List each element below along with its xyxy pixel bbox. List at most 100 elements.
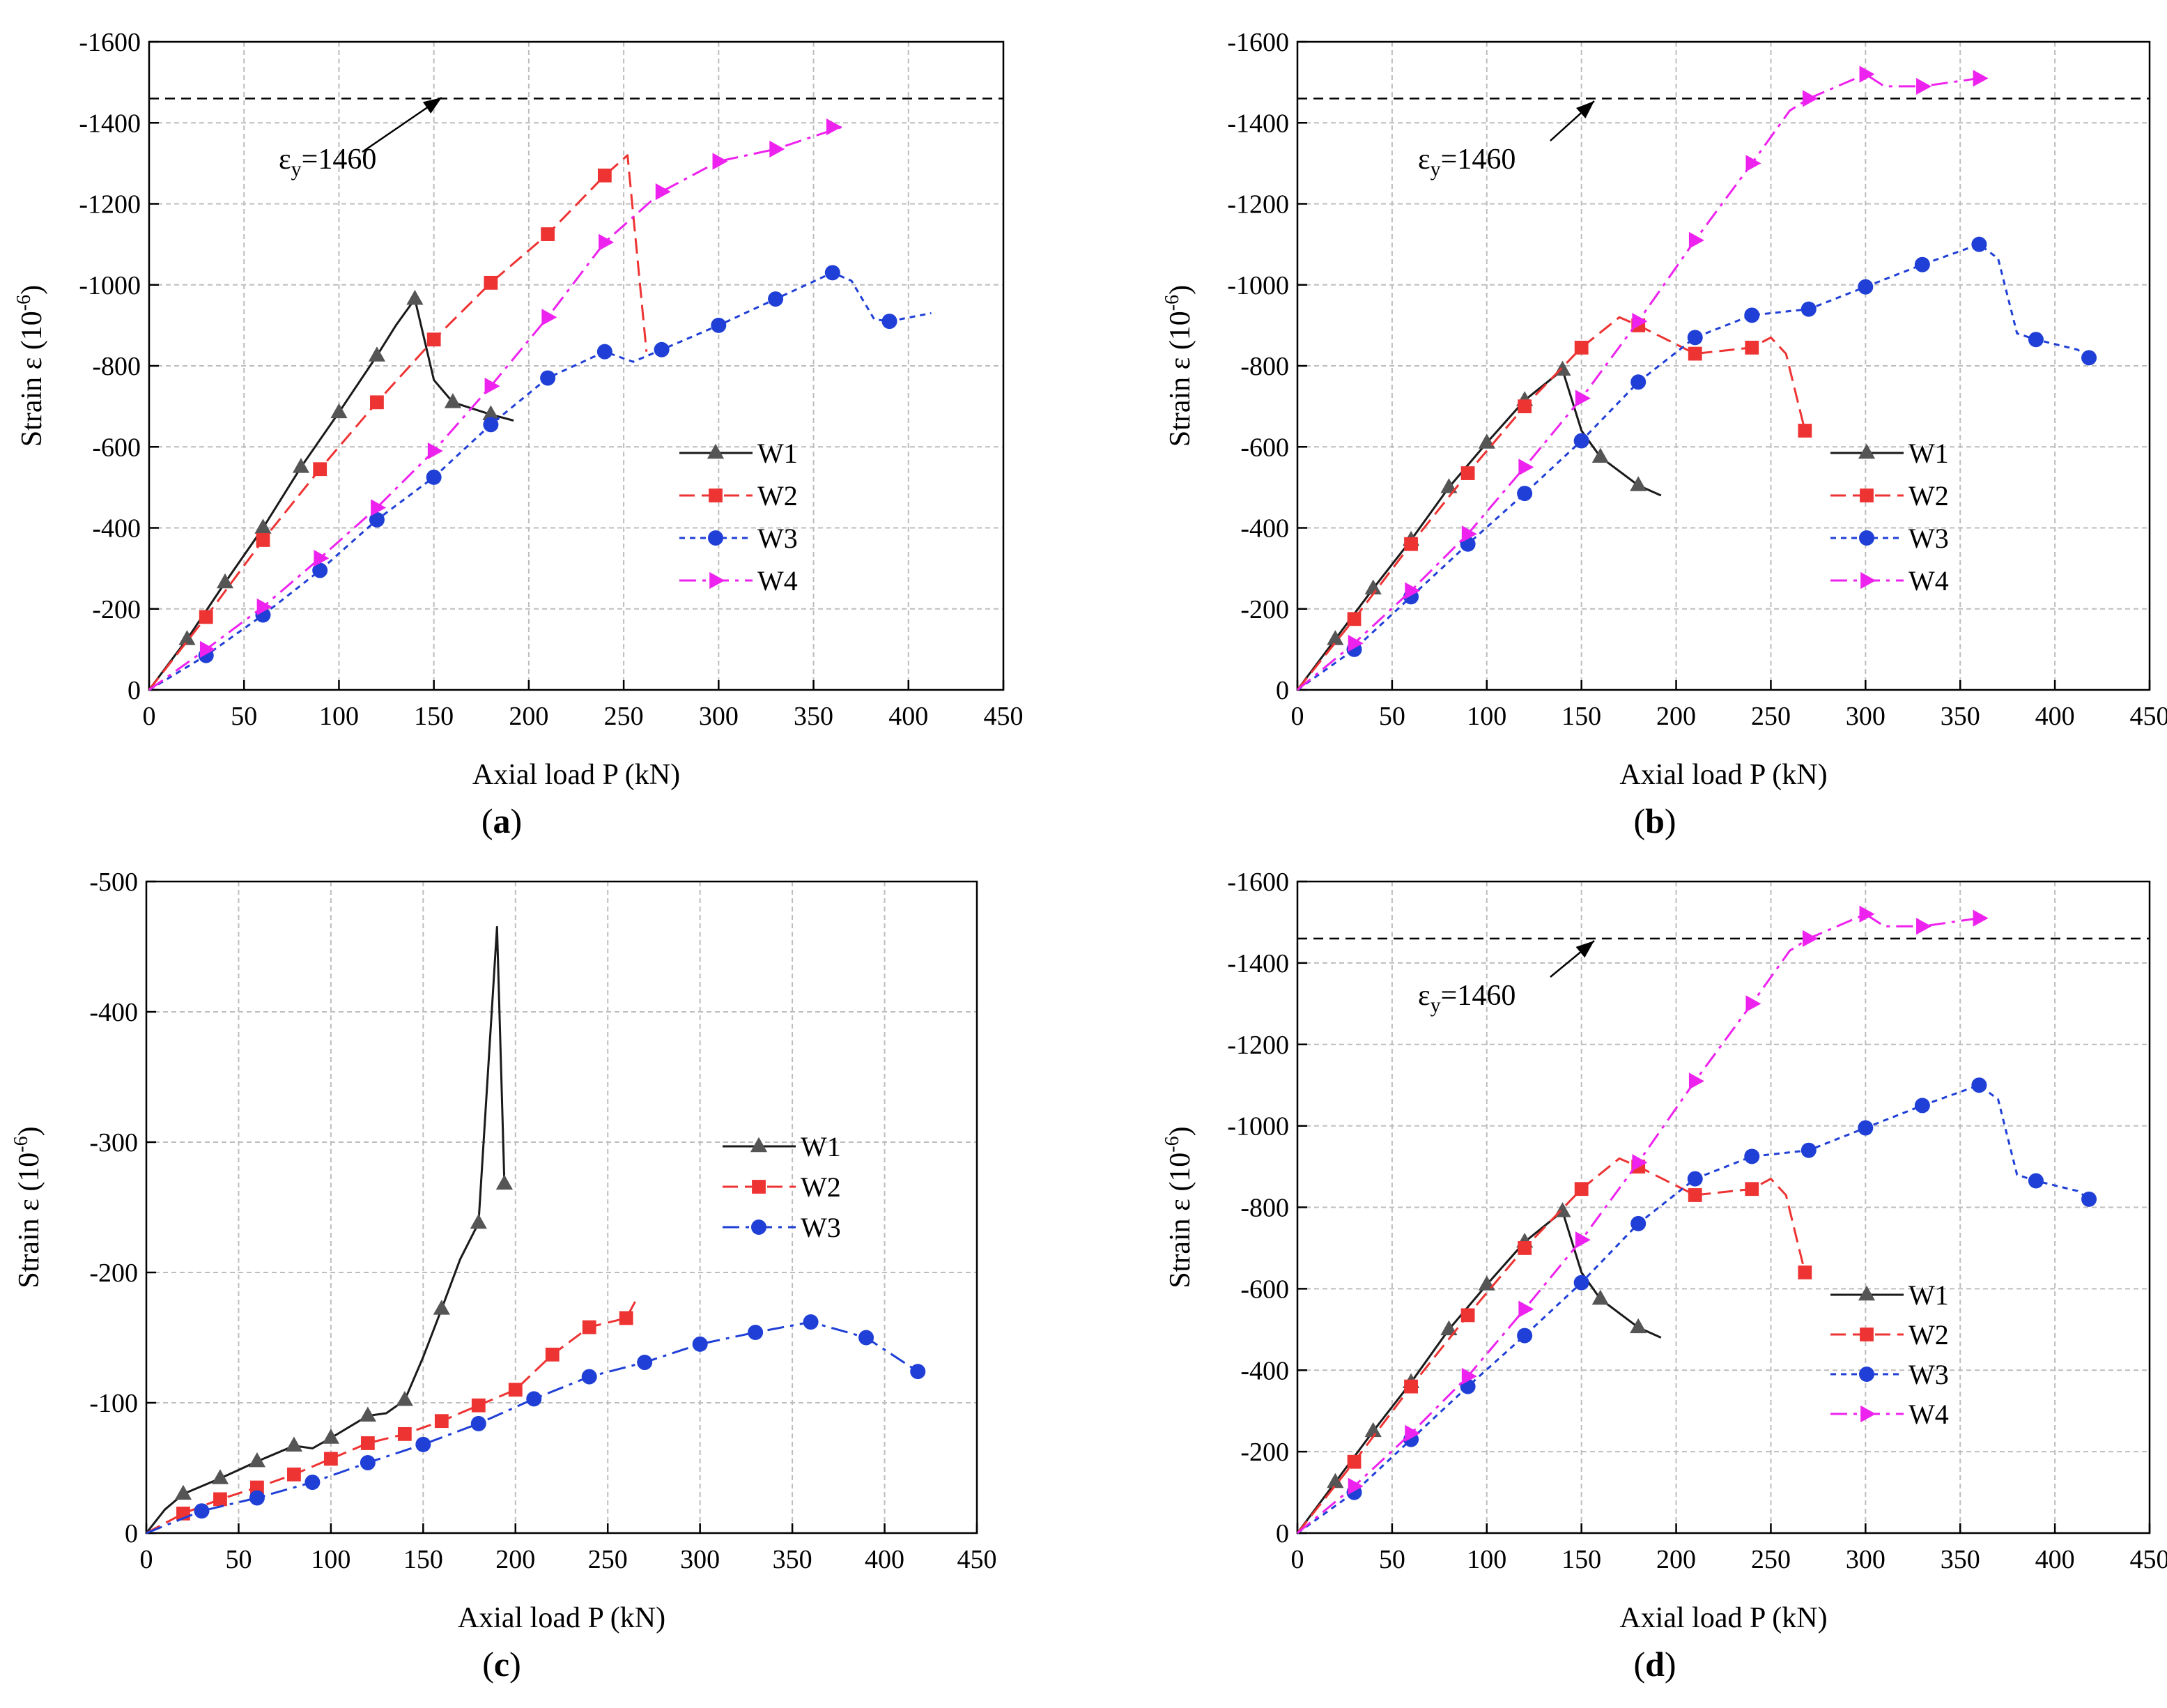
data-point-w4: [1575, 390, 1591, 407]
data-point-w3: [249, 1490, 265, 1506]
x-tick-label: 400: [888, 702, 928, 731]
data-point-w1: [254, 518, 272, 534]
y-axis-label: Strain ε (10-6): [1162, 1126, 1196, 1288]
data-point-w2: [1745, 340, 1759, 355]
legend-label: W1: [1908, 438, 1949, 469]
data-point-w2: [484, 275, 498, 290]
data-point-w2: [1460, 1308, 1475, 1323]
x-tick-label: 150: [1561, 1545, 1601, 1574]
legend-marker: [750, 1137, 768, 1153]
data-point-w3: [1914, 1098, 1930, 1114]
x-tick-label: 50: [1379, 702, 1405, 731]
data-point-w4: [1745, 995, 1761, 1013]
legend-marker: [709, 488, 723, 502]
subplot-label: (b): [1633, 801, 1676, 840]
x-axis-label: Axial load P (kN): [472, 759, 680, 791]
data-point-w3: [1971, 236, 1987, 252]
series-w4: [1297, 905, 1989, 1534]
data-point-w1: [285, 1436, 303, 1452]
x-tick-label: 450: [984, 702, 1024, 731]
x-tick-label: 100: [1467, 702, 1506, 731]
data-point-w4: [1745, 155, 1761, 172]
legend-entry-w4: W4: [1830, 1399, 1949, 1430]
data-point-w1: [359, 1406, 376, 1422]
data-point-w1: [330, 403, 348, 419]
series-line-w4: [148, 125, 842, 691]
x-tick-label: 250: [1751, 702, 1791, 731]
data-point-w1: [292, 458, 310, 473]
data-point-w3: [654, 341, 670, 357]
data-point-w3: [637, 1355, 653, 1371]
data-point-w4: [1518, 1300, 1534, 1318]
x-tick-label: 400: [2035, 1545, 2075, 1574]
data-point-w1: [396, 1391, 413, 1406]
legend-entry-w3: W3: [679, 523, 798, 554]
y-tick-label: -1600: [1227, 28, 1289, 57]
data-point-w3: [2081, 1191, 2097, 1207]
data-point-w2: [323, 1452, 338, 1466]
data-point-w4: [1859, 66, 1875, 83]
legend-entry-w3: W3: [1830, 1359, 1949, 1390]
legend-label: W3: [801, 1212, 841, 1243]
legend-label: W2: [1908, 1319, 1949, 1351]
legend-marker: [1859, 530, 1874, 546]
x-tick-label: 400: [865, 1545, 904, 1574]
data-point-w2: [287, 1467, 301, 1482]
x-axis-label: Axial load P (kN): [458, 1602, 665, 1634]
series-w2: [148, 154, 648, 691]
series-w1: [145, 925, 513, 1534]
legend-label: W2: [801, 1171, 841, 1203]
data-point-w3: [194, 1503, 210, 1519]
y-axis-label: Strain ε (10-6): [1162, 285, 1196, 447]
data-point-w1: [1630, 1318, 1647, 1334]
x-tick-label: 450: [957, 1545, 997, 1574]
legend-marker: [1860, 1328, 1874, 1341]
data-point-w1: [433, 1300, 450, 1315]
subplot-label: (c): [482, 1645, 521, 1684]
data-point-w4: [371, 499, 387, 516]
legend-entry-w2: W2: [679, 480, 798, 511]
x-tick-label: 350: [1941, 1545, 1980, 1574]
legend-marker: [1858, 443, 1876, 459]
data-point-w2: [597, 168, 612, 183]
annotation-arrow-head: [1576, 101, 1594, 118]
data-point-w1: [482, 405, 500, 420]
data-point-w3: [304, 1475, 321, 1491]
data-point-w2: [1404, 1379, 1418, 1394]
legend-marker: [1860, 1405, 1876, 1423]
data-point-w2: [1347, 1454, 1362, 1469]
data-point-w2: [1798, 1265, 1812, 1279]
series-w3: [146, 1314, 926, 1534]
data-point-w1: [248, 1452, 266, 1468]
data-point-w1: [1440, 478, 1458, 493]
data-point-w4: [1632, 312, 1648, 330]
data-point-w4: [1973, 70, 1989, 87]
legend-marker: [1860, 571, 1876, 590]
x-tick-label: 250: [588, 1545, 628, 1574]
y-tick-label: -1400: [79, 109, 141, 138]
data-point-w4: [655, 183, 671, 201]
data-point-w2: [1460, 466, 1475, 480]
data-point-w3: [1800, 301, 1817, 317]
x-tick-label: 450: [2130, 1545, 2167, 1574]
legend-entry-w4: W4: [679, 565, 798, 597]
y-tick-label: -1200: [79, 190, 141, 220]
x-axis-label: Axial load P (kN): [1619, 759, 1827, 791]
y-tick-label: 0: [1276, 1519, 1289, 1548]
data-point-w4: [1916, 77, 1932, 95]
x-tick-label: 100: [1467, 1545, 1506, 1574]
y-tick-label: -200: [1240, 595, 1289, 624]
data-point-w2: [1518, 399, 1532, 414]
data-point-w3: [483, 417, 499, 433]
series-w1: [148, 289, 514, 691]
x-tick-label: 0: [143, 702, 156, 731]
x-tick-label: 50: [225, 1545, 252, 1574]
data-point-w3: [1858, 1120, 1874, 1136]
y-tick-label: -200: [89, 1259, 138, 1288]
series-w2: [146, 1300, 637, 1534]
data-point-w4: [541, 309, 557, 326]
y-tick-label: -1000: [79, 271, 141, 300]
legend-label: W1: [801, 1131, 841, 1162]
data-point-w4: [1348, 635, 1364, 652]
data-point-w1: [495, 1174, 513, 1190]
